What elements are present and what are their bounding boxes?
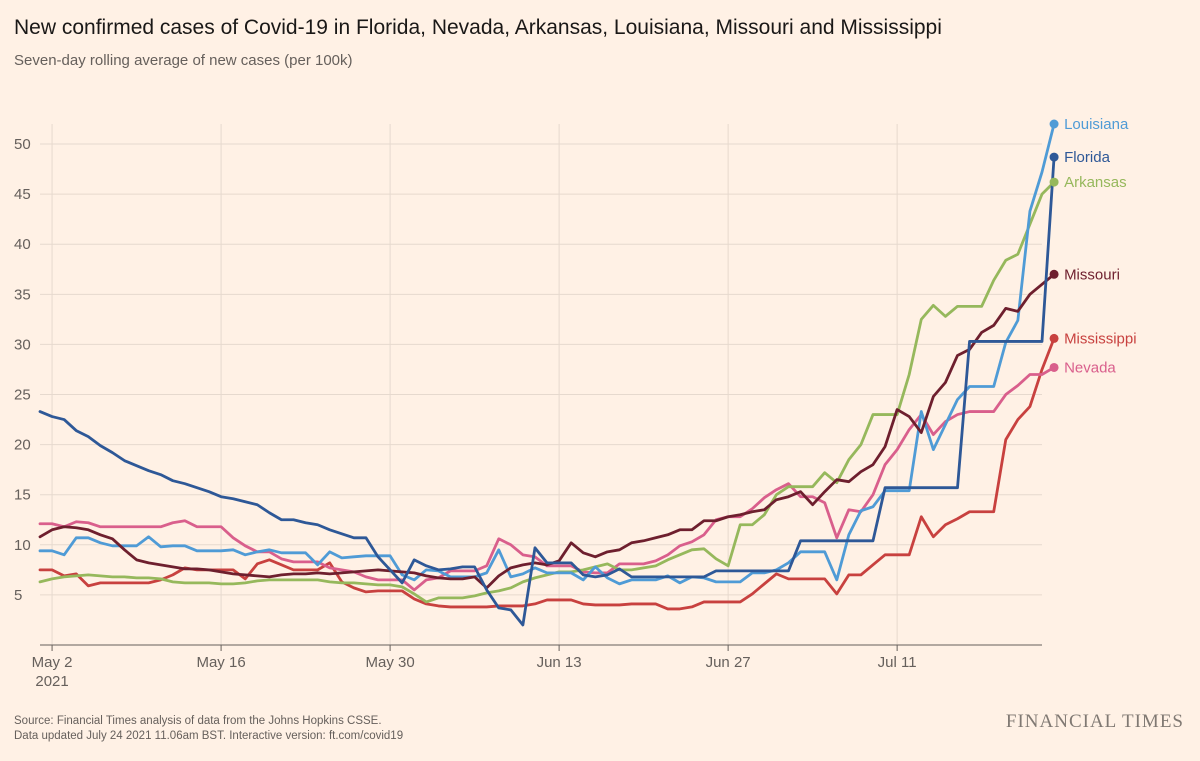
series-end-dot-nevada bbox=[1049, 362, 1059, 372]
y-tick-label: 25 bbox=[14, 387, 31, 404]
x-axis: May 2 2021 May 16 May 30 Jun 13 Jun 27 Jul 11 bbox=[32, 644, 1042, 690]
series-label-nevada: Nevada bbox=[1064, 359, 1116, 376]
series-line-florida bbox=[38, 155, 1056, 627]
y-tick-label: 10 bbox=[14, 537, 31, 554]
series-label-arkansas: Arkansas bbox=[1064, 174, 1127, 191]
series-label-louisiana: Louisiana bbox=[1064, 116, 1129, 133]
y-tick-label: 20 bbox=[14, 437, 31, 454]
x-tick-label: Jun 13 bbox=[537, 654, 582, 671]
series-lines bbox=[38, 122, 1056, 627]
series-end-dot-mississippi bbox=[1049, 333, 1059, 343]
series-labels: Mississippi Nevada Arkansas Louisiana Missou… bbox=[1049, 116, 1137, 376]
source-note: Source: Financial Times analysis of data… bbox=[14, 715, 382, 727]
series-line-missouri bbox=[38, 272, 1056, 590]
chart-title: New confirmed cases of Covid-19 in Flori… bbox=[14, 16, 942, 39]
x-tick-label: May 2 bbox=[32, 654, 73, 671]
footer: Source: Financial Times analysis of data… bbox=[14, 714, 403, 744]
y-tick-label: 50 bbox=[14, 136, 31, 153]
y-axis: 5 10 15 20 25 30 35 40 45 50 bbox=[14, 136, 31, 604]
x-tick-label: May 30 bbox=[365, 654, 414, 671]
series-label-mississippi: Mississippi bbox=[1064, 330, 1137, 347]
y-tick-label: 35 bbox=[14, 286, 31, 303]
series-end-dot-missouri bbox=[1049, 269, 1059, 279]
series-end-dot-louisiana bbox=[1049, 119, 1059, 129]
series-label-florida: Florida bbox=[1064, 149, 1111, 166]
series-line-louisiana bbox=[38, 122, 1056, 586]
ft-logo: FINANCIAL TIMES bbox=[1005, 711, 1184, 732]
series-label-missouri: Missouri bbox=[1064, 266, 1120, 283]
y-tick-label: 45 bbox=[14, 186, 31, 203]
x-tick-label: Jun 27 bbox=[706, 654, 751, 671]
y-tick-label: 5 bbox=[14, 587, 22, 604]
y-tick-label: 30 bbox=[14, 336, 31, 353]
x-tick-label: May 16 bbox=[196, 654, 245, 671]
x-tick-label: Jul 11 bbox=[878, 654, 917, 671]
y-tick-label: 40 bbox=[14, 236, 31, 253]
chart-subtitle: Seven-day rolling average of new cases (… bbox=[14, 52, 353, 69]
y-tick-label: 15 bbox=[14, 487, 31, 504]
series-line-arkansas bbox=[38, 180, 1056, 604]
gridlines bbox=[40, 124, 1042, 645]
series-end-dot-arkansas bbox=[1049, 177, 1059, 187]
x-tick-year-label: 2021 bbox=[35, 673, 68, 690]
updated-note: Data updated July 24 2021 11.06am BST. I… bbox=[14, 730, 404, 742]
series-end-dot-florida bbox=[1049, 152, 1059, 162]
